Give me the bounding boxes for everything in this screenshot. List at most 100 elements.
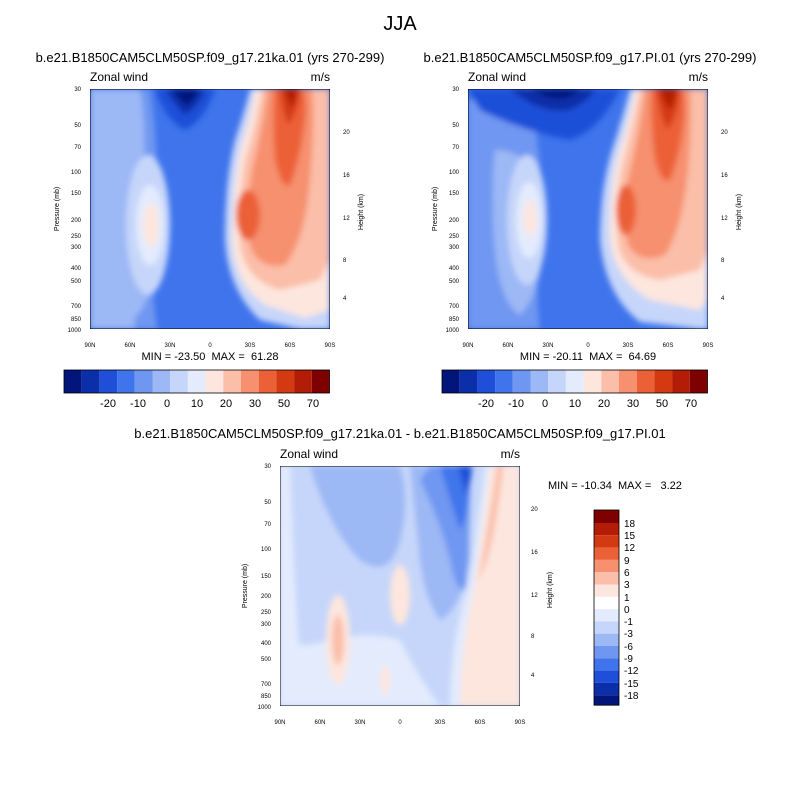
panel-3-left-label: Zonal wind: [280, 447, 338, 461]
label-1-colorbar-labels-3: 10: [569, 398, 581, 410]
label-0-x-ticks-5: 60S: [285, 343, 296, 349]
panel-1-height-label: Height (km): [358, 194, 365, 230]
panel-1-xaxis: 90N 60N 30N 0 30S 60S 90S: [84, 343, 335, 349]
label-2-y-ticks-9: 500: [261, 657, 272, 663]
label-0-x-ticks-6: 90S: [325, 343, 336, 349]
label-2-colorbar-labels-3: 9: [624, 556, 630, 567]
label-1-x-ticks-2: 30N: [542, 343, 553, 349]
label-0-y-ticks-8: 400: [71, 266, 82, 272]
label-2-x-ticks-0: 90N: [274, 720, 285, 726]
panel-1-field: [90, 89, 330, 329]
panel-3-colorbar: 18 15 12 9 6 3 1 0 -1 -3 -6 -9 -12 -15 -…: [593, 509, 639, 706]
panel-1: b.e21.B1850CAM5CLM50SP.f09_g17.21ka.01 (…: [36, 50, 385, 410]
label-0-colorbar-labels-1: -10: [130, 398, 146, 410]
label-1-x-ticks-5: 60S: [663, 343, 674, 349]
panel-2-colorbar: -20 -10 0 10 20 30 50 70: [441, 369, 708, 410]
panel-3-height-axis: 4 8 12 16 20: [531, 507, 538, 679]
panel-3-height-label: Height (km): [547, 572, 554, 608]
label-0-height-ticks-0: 4: [343, 296, 347, 302]
figure-title: JJA: [383, 13, 417, 35]
panel-1-left-label: Zonal wind: [90, 70, 148, 84]
label-2-y-ticks-8: 400: [261, 641, 272, 647]
label-0-colorbar-labels-4: 20: [220, 398, 232, 410]
label-0-y-ticks-11: 850: [71, 317, 82, 323]
label-0-x-ticks-3: 0: [208, 343, 212, 349]
panel-2-field: [468, 89, 708, 329]
panel-2-units: m/s: [689, 70, 708, 84]
label-0-y-ticks-0: 30: [74, 87, 81, 93]
label-2-colorbar-labels-4: 6: [624, 568, 630, 579]
label-0-x-ticks-2: 30N: [164, 343, 175, 349]
label-0-x-ticks-1: 60N: [124, 343, 135, 349]
label-1-y-ticks-0: 30: [452, 87, 459, 93]
label-0-y-ticks-7: 300: [71, 245, 82, 251]
label-0-y-ticks-10: 700: [71, 304, 82, 310]
label-0-x-ticks-4: 30S: [245, 343, 256, 349]
label-2-y-ticks-6: 250: [261, 610, 272, 616]
label-1-y-ticks-12: 1000: [446, 328, 460, 334]
panel-2-title: b.e21.B1850CAM5CLM50SP.f09_g17.PI.01 (yr…: [424, 50, 757, 65]
label-1-x-ticks-0: 90N: [462, 343, 473, 349]
label-1-y-ticks-4: 150: [449, 191, 460, 197]
label-2-y-ticks-2: 70: [264, 522, 271, 528]
label-2-height-ticks-0: 4: [531, 673, 535, 679]
label-1-colorbar-labels-2: 0: [542, 398, 548, 410]
label-2-colorbar-labels-5: 3: [624, 580, 630, 591]
panel-2-yaxis: 30 50 70 100 150 200 250 300 400 500 700…: [446, 87, 460, 334]
label-2-colorbar-labels-13: -15: [624, 679, 639, 690]
label-1-colorbar-labels-5: 30: [627, 398, 639, 410]
label-2-x-ticks-4: 30S: [435, 720, 446, 726]
panel-1-yaxis: 30 50 70 100 150 200 250 300 400 500 700…: [68, 87, 82, 334]
label-2-height-ticks-2: 12: [531, 593, 538, 599]
panel-1-colorbar: -20 -10 0 10 20 30 50 70: [63, 369, 330, 410]
label-2-x-ticks-6: 90S: [515, 720, 526, 726]
panel-2-ylabel: Pressure (mb): [432, 187, 439, 231]
label-0-y-ticks-2: 70: [74, 145, 81, 151]
label-1-height-ticks-1: 8: [721, 258, 725, 264]
label-2-y-ticks-7: 300: [261, 622, 272, 628]
label-2-x-ticks-3: 0: [398, 720, 402, 726]
label-1-y-ticks-9: 500: [449, 279, 460, 285]
label-1-height-ticks-4: 20: [721, 130, 728, 136]
panel-1-title: b.e21.B1850CAM5CLM50SP.f09_g17.21ka.01 (…: [36, 50, 385, 65]
label-2-colorbar-labels-6: 1: [624, 593, 630, 604]
label-1-x-ticks-6: 90S: [703, 343, 714, 349]
label-2-y-ticks-3: 100: [261, 547, 272, 553]
label-0-y-ticks-3: 100: [71, 170, 82, 176]
label-2-x-ticks-1: 60N: [314, 720, 325, 726]
label-2-colorbar-labels-11: -9: [624, 654, 633, 665]
label-0-colorbar-labels-6: 50: [278, 398, 290, 410]
label-2-y-ticks-5: 200: [261, 594, 272, 600]
panel-2-left-label: Zonal wind: [468, 70, 526, 84]
panel-2-stats: MIN = -20.11 MAX = 64.69: [520, 351, 656, 363]
label-2-colorbar-labels-0: 18: [624, 519, 636, 530]
label-2-y-ticks-12: 1000: [258, 705, 272, 711]
label-1-colorbar-labels-0: -20: [478, 398, 494, 410]
label-1-y-ticks-7: 300: [449, 245, 460, 251]
label-2-colorbar-labels-14: -18: [624, 691, 639, 702]
panel-3-field: [280, 466, 520, 706]
panel-2-height-label: Height (km): [736, 194, 743, 230]
label-2-x-ticks-5: 60S: [475, 720, 486, 726]
panel-3-xaxis: 90N 60N 30N 0 30S 60S 90S: [274, 720, 525, 726]
label-2-x-ticks-2: 30N: [354, 720, 365, 726]
label-1-colorbar-labels-6: 50: [656, 398, 668, 410]
panel-2-xaxis: 90N 60N 30N 0 30S 60S 90S: [462, 343, 713, 349]
label-1-x-ticks-1: 60N: [502, 343, 513, 349]
label-1-height-ticks-2: 12: [721, 216, 728, 222]
panel-1-stats: MIN = -23.50 MAX = 61.28: [142, 351, 279, 363]
label-1-y-ticks-10: 700: [449, 304, 460, 310]
label-0-height-ticks-3: 16: [343, 173, 350, 179]
label-1-x-ticks-4: 30S: [623, 343, 634, 349]
label-2-height-ticks-1: 8: [531, 634, 535, 640]
panel-3: b.e21.B1850CAM5CLM50SP.f09_g17.21ka.01 -…: [134, 426, 682, 726]
label-0-y-ticks-4: 150: [71, 191, 82, 197]
label-2-colorbar-labels-7: 0: [624, 605, 630, 616]
panel-2-height-axis: 4 8 12 16 20: [721, 130, 728, 302]
label-1-height-ticks-0: 4: [721, 296, 725, 302]
label-1-y-ticks-11: 850: [449, 317, 460, 323]
label-2-y-ticks-10: 700: [261, 682, 272, 688]
label-1-colorbar-labels-4: 20: [598, 398, 610, 410]
label-0-height-ticks-2: 12: [343, 216, 350, 222]
